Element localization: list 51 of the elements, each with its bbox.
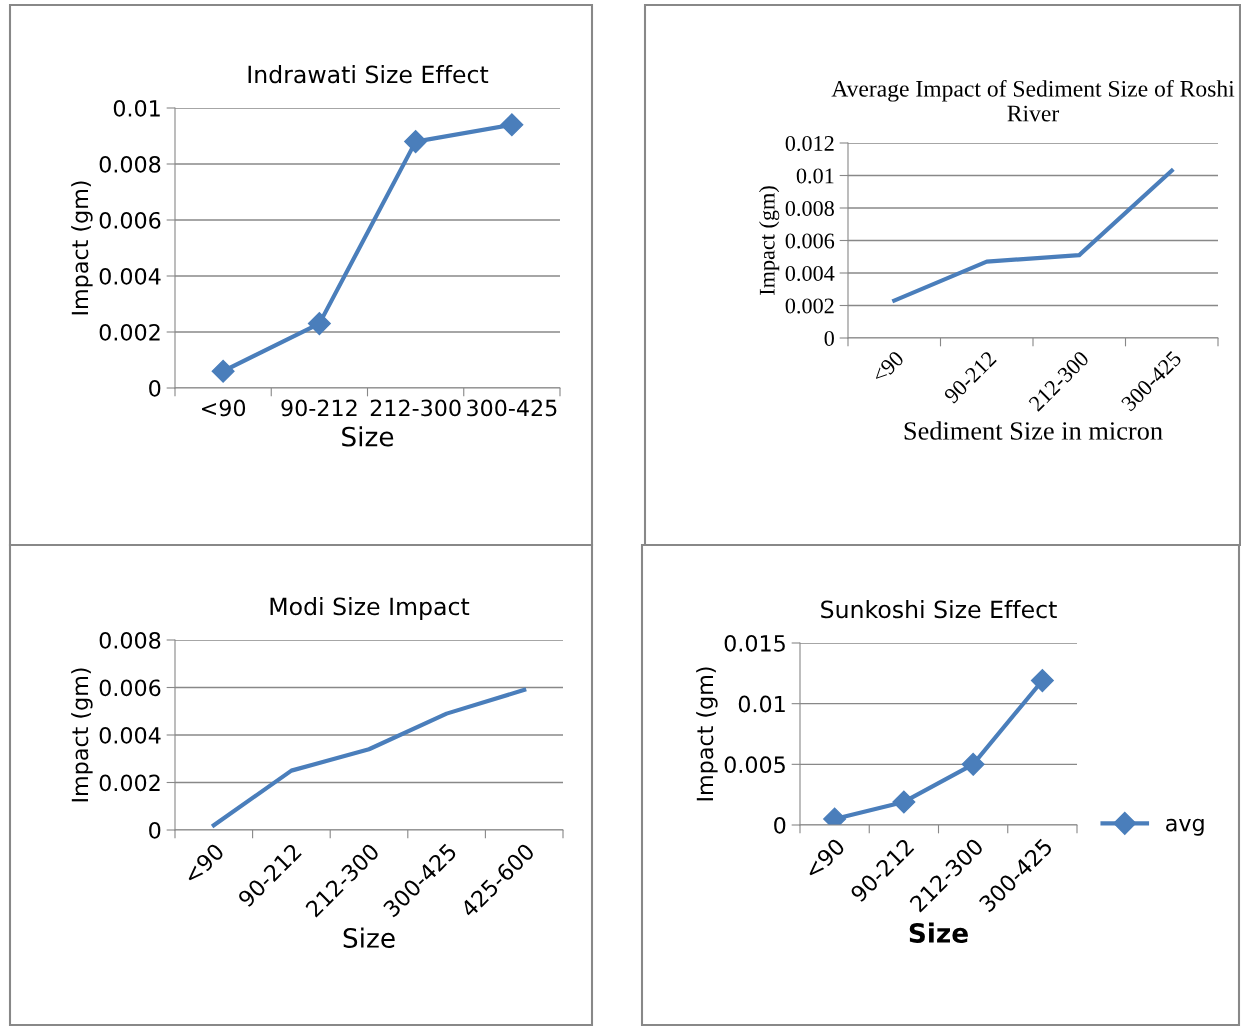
y-tick-label: 0 (149, 821, 161, 839)
chart-title: Sunkoshi Size Effect (821, 600, 1057, 619)
y-tick-label: 0.005 (724, 756, 785, 774)
x-tick-label: 90-212 (281, 399, 357, 417)
legend-label: avg (1166, 818, 1204, 836)
y-tick-label: 0.004 (785, 265, 835, 282)
chart-title: Modi Size Impact (270, 597, 470, 620)
x-axis-title: Sediment Size in micron (904, 421, 1163, 440)
y-axis-title: Impact (gm) (71, 181, 93, 315)
y-tick-label: 0.002 (99, 774, 160, 792)
x-tick-label: <90 (202, 399, 246, 417)
y-tick-label: 0.006 (99, 679, 161, 697)
chart-title: Average Impact of Sediment Size of Roshi River (831, 79, 1235, 122)
y-tick-label: 0 (824, 330, 834, 346)
y-tick-label: 0 (149, 379, 161, 397)
point (211, 359, 235, 383)
x-axis-title: Size (909, 922, 968, 943)
x-tick-label: 300-425 (467, 399, 557, 417)
y-axis-title: Impact (gm) (759, 186, 780, 295)
y-tick-label: 0.008 (99, 631, 161, 649)
x-tick-label: <90 (182, 842, 225, 885)
line-series (211, 687, 527, 828)
x-tick-label: <90 (803, 837, 846, 880)
point (1030, 669, 1054, 693)
x-axis-title: Size (342, 426, 394, 447)
y-axis-title: Impact (gm) (696, 667, 718, 801)
point (892, 790, 916, 814)
point (404, 130, 428, 154)
y-tick-label: 0.015 (724, 634, 785, 652)
y-tick-label: 0.006 (99, 211, 161, 229)
point (961, 752, 985, 776)
y-tick-label: 0.012 (785, 135, 834, 152)
line-series (892, 168, 1174, 303)
y-tick-label: 0.004 (99, 267, 161, 285)
y-tick-label: 0.01 (738, 695, 785, 713)
y-tick-label: 0.002 (99, 323, 160, 341)
y-tick-label: 0.008 (785, 200, 834, 217)
y-tick-label: 0.01 (113, 99, 160, 117)
point (307, 312, 331, 336)
y-tick-label: 0.008 (99, 155, 161, 173)
y-tick-label: 0.004 (99, 726, 161, 744)
point (500, 113, 524, 137)
y-tick-label: 0.01 (796, 168, 834, 184)
y-axis-title: Impact (gm) (71, 668, 93, 802)
x-tick-label: 212-300 (370, 399, 461, 417)
y-tick-label: 0.002 (785, 298, 834, 314)
y-tick-label: 0.006 (785, 233, 835, 249)
y-tick-label: 0 (774, 816, 786, 834)
chart-title: Indrawati Size Effect (248, 65, 489, 84)
x-tick-label: <90 (870, 350, 905, 384)
x-axis-title: Size (343, 927, 395, 948)
